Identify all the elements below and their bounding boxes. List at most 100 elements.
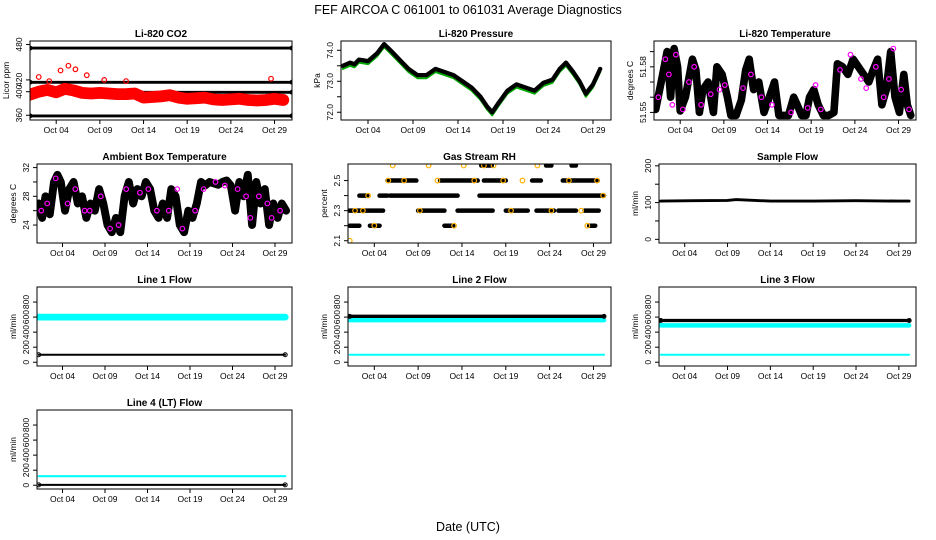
y-tick-label: 0 (21, 483, 31, 488)
y-tick-label: 200 (643, 158, 653, 172)
y-tick-label: 400 (14, 84, 24, 98)
data-point (371, 222, 378, 229)
plot-area (37, 313, 289, 358)
series-band (341, 46, 602, 117)
panel-title: Line 1 Flow (137, 275, 192, 286)
x-tick-label: Oct 29 (581, 371, 606, 381)
panel-title: Line 3 Flow (760, 275, 815, 286)
y-tick-label: 600 (332, 310, 342, 324)
data-point (272, 96, 278, 102)
x-tick-label: Oct 14 (758, 371, 783, 381)
data-point (202, 95, 208, 101)
data-point (282, 482, 288, 488)
data-point (221, 182, 228, 189)
plot-area (348, 313, 607, 356)
data-point (101, 77, 108, 83)
data-point (114, 91, 120, 97)
x-tick-label: Oct 19 (177, 494, 202, 504)
data-point (35, 74, 42, 80)
y-tick-label: 73.0 (325, 73, 335, 90)
y-tick-label: 24 (21, 220, 31, 230)
x-tick-label: Oct 24 (537, 248, 562, 258)
x-tick-label: Oct 14 (758, 248, 783, 258)
data-point (97, 193, 104, 200)
x-tick-label: Oct 09 (715, 248, 740, 258)
x-tick-label: Oct 19 (493, 248, 518, 258)
y-tick-label: 72.0 (325, 104, 335, 121)
x-tick-label: Oct 29 (886, 371, 911, 381)
data-point (123, 91, 129, 97)
panel-temperature: Li-820 Temperature degrees C Oct 04 Oct 09 O… (625, 29, 917, 135)
x-tick-label: Oct 04 (50, 494, 75, 504)
data-point (601, 313, 607, 319)
data-point (716, 86, 723, 93)
series-band (30, 82, 290, 107)
y-tick-label: 420 (14, 73, 24, 87)
panel-line2: Line 2 Flow ml/min Oct 04 Oct 09 Oct 14 Oct 1… (319, 275, 612, 381)
panel-line3: Line 3 Flow ml/min Oct 04 Oct 09 Oct 14 Oct 1… (630, 275, 917, 381)
data-point (57, 67, 64, 74)
data-point (352, 207, 358, 214)
x-tick-label: Oct 04 (50, 371, 75, 381)
x-tick-label: Oct 04 (362, 371, 387, 381)
x-tick-label: Oct 04 (672, 371, 697, 381)
data-point (872, 63, 879, 70)
data-point (898, 86, 905, 93)
series-sample (37, 482, 288, 488)
data-point (425, 164, 432, 169)
y-axis-label: ml/min (319, 314, 329, 339)
plot-frame (658, 163, 917, 244)
panel-title: Li-820 CO2 (135, 29, 188, 40)
x-tick-label: Oct 29 (886, 248, 911, 258)
series-cell-temp (654, 44, 915, 120)
y-tick-label: 0 (21, 360, 31, 365)
data-point (192, 207, 199, 214)
data-point (141, 95, 147, 101)
data-point (548, 207, 555, 214)
y-tick-label: 400 (332, 325, 342, 339)
y-tick-label: 2.3 (332, 204, 342, 216)
y-axis-label: ml/min (8, 437, 18, 462)
y-tick-label: 600 (21, 433, 31, 447)
y-tick-label: 200 (21, 340, 31, 354)
y-tick-label: 200 (332, 340, 342, 354)
data-point (44, 87, 50, 93)
data-point (165, 207, 172, 214)
data-point (268, 75, 274, 82)
plot-area (654, 44, 915, 120)
data-point (106, 90, 112, 96)
x-tick-label: Oct 04 (44, 125, 69, 135)
data-point (53, 89, 59, 95)
data-point (669, 101, 676, 108)
data-point (245, 97, 251, 103)
data-point (38, 207, 45, 214)
data-point (184, 96, 190, 102)
x-tick-label: Oct 24 (220, 494, 245, 504)
panel-line1: Line 1 Flow ml/min Oct 04 Oct 09 Oct 14 Oct 1… (8, 275, 293, 381)
plot-area (341, 41, 603, 117)
data-point (264, 200, 271, 207)
x-tick-label: Oct 19 (490, 125, 515, 135)
data-point (471, 177, 478, 184)
data-point (389, 164, 396, 169)
x-tick-label: Oct 09 (92, 371, 117, 381)
y-tick-label: 200 (21, 463, 31, 477)
data-point (193, 95, 199, 101)
data-point (62, 86, 68, 92)
data-point (769, 101, 775, 108)
plot-frame (36, 286, 293, 367)
data-point (584, 222, 591, 229)
data-point (566, 177, 572, 184)
data-point (174, 186, 181, 193)
y-tick-label: 360 (14, 108, 24, 122)
data-point (149, 94, 155, 100)
data-point (886, 76, 892, 82)
data-point (890, 45, 897, 52)
data-point (686, 79, 692, 85)
series-ref-480 (30, 45, 292, 51)
y-tick-label: 100 (643, 195, 653, 209)
x-tick-label: Oct 14 (445, 125, 470, 135)
data-point (691, 63, 698, 70)
x-tick-label: Oct 24 (537, 371, 562, 381)
